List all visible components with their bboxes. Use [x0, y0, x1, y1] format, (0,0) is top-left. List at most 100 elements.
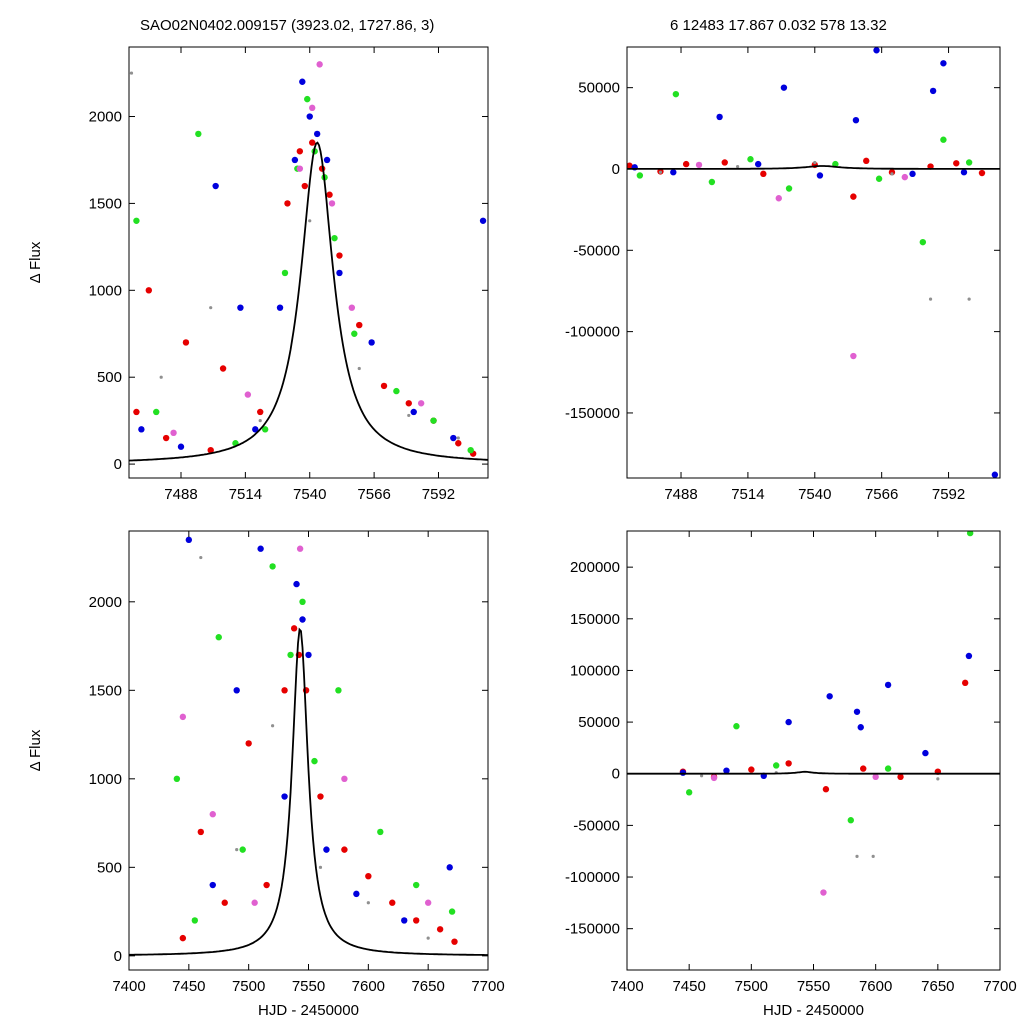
data-point-green — [875, 175, 883, 182]
y-tick-label: 500 — [97, 369, 122, 386]
data-point-green — [747, 156, 754, 163]
data-point-red — [309, 139, 316, 146]
data-point-green — [173, 775, 181, 783]
data-point-blue — [305, 651, 312, 659]
plot-frame — [128, 46, 489, 479]
data-point-red — [245, 740, 252, 747]
model-curve — [129, 627, 488, 956]
data-point-violet — [424, 899, 432, 906]
data-point-red — [207, 446, 214, 454]
y-tick-label: 200000 — [570, 559, 620, 576]
data-point-blue — [410, 408, 417, 416]
data-point-red — [326, 191, 333, 198]
data-point-blue — [212, 182, 219, 190]
data-point-gray — [407, 413, 411, 418]
data-point-violet — [901, 173, 909, 181]
data-point-red — [627, 162, 633, 169]
data-point-green — [733, 723, 740, 730]
data-point-blue — [785, 718, 792, 726]
data-point-green — [448, 908, 456, 915]
data-point-blue — [716, 113, 723, 121]
data-point-blue — [826, 693, 833, 700]
data-point-blue — [293, 580, 300, 588]
data-point-blue — [991, 471, 999, 478]
data-points — [173, 536, 458, 945]
data-point-green — [377, 828, 384, 836]
y-tick-label: -50000 — [573, 817, 620, 834]
data-point-blue — [353, 890, 360, 898]
data-point-green — [832, 160, 839, 168]
data-point-blue — [276, 304, 284, 311]
y-tick-label: -100000 — [565, 869, 620, 886]
data-point-red — [380, 382, 388, 390]
x-tick-label: 7400 — [112, 978, 145, 995]
data-point-green — [239, 846, 246, 853]
data-point-green — [191, 917, 199, 924]
x-tick-label: 7450 — [672, 978, 705, 995]
data-point-violet — [309, 104, 316, 112]
x-axis-label: HJD - 2450000 — [763, 1002, 864, 1019]
data-point-red — [281, 687, 288, 694]
data-point-gray — [271, 724, 275, 728]
data-point-blue — [313, 130, 321, 138]
data-point-violet — [179, 713, 187, 721]
data-point-red — [953, 160, 960, 167]
data-point-gray — [318, 865, 323, 869]
data-point-blue — [281, 793, 288, 800]
data-point-red — [850, 193, 857, 200]
y-tick-label: 0 — [114, 948, 122, 965]
data-point-red — [162, 434, 170, 442]
data-point-red — [145, 287, 153, 294]
x-tick-label: 7600 — [352, 978, 385, 995]
data-point-gray — [967, 297, 971, 301]
y-tick-label: 2000 — [89, 109, 122, 126]
x-tick-label: 7550 — [292, 978, 325, 995]
data-point-green — [966, 531, 974, 537]
data-point-green — [133, 217, 140, 224]
data-point-green — [304, 95, 311, 103]
data-point-blue — [237, 304, 244, 311]
data-point-blue — [323, 156, 331, 164]
data-point-violet — [710, 774, 718, 782]
data-point-red — [133, 408, 140, 416]
data-point-gray — [129, 71, 134, 75]
y-tick-label: -150000 — [565, 921, 620, 938]
data-point-violet — [341, 775, 348, 783]
data-point-red — [389, 899, 396, 906]
data-point-green — [195, 130, 202, 138]
data-point-red — [263, 881, 270, 889]
data-point-violet — [251, 899, 258, 906]
y-tick-label: 1000 — [89, 282, 122, 299]
data-point-red — [336, 252, 343, 259]
y-tick-label: 500 — [97, 859, 122, 876]
data-point-blue — [670, 169, 677, 176]
data-point-red — [317, 793, 324, 800]
y-tick-label: 0 — [612, 766, 620, 783]
panel-top-right: 7488 7514 7540 7566 7592 50000 0 -50000 -100000 -… — [565, 46, 1001, 503]
data-point-gray — [700, 774, 704, 778]
data-point-green — [773, 762, 780, 769]
plot-frame — [626, 46, 1001, 479]
x-tick-label: 7566 — [865, 486, 898, 503]
data-point-blue — [780, 84, 788, 91]
y-tick-label: 1500 — [89, 682, 122, 699]
data-point-green — [331, 234, 338, 242]
fit-stats-header: 6 12483 17.867 0.032 578 13.32 — [670, 17, 887, 34]
data-point-gray — [308, 219, 312, 223]
data-point-blue — [852, 116, 860, 124]
data-point-blue — [723, 767, 730, 774]
data-point-blue — [291, 156, 299, 164]
data-point-blue — [336, 269, 343, 277]
data-point-blue — [853, 708, 861, 715]
data-point-red — [978, 169, 986, 177]
x-tick-label: 7700 — [471, 978, 504, 995]
data-point-gray — [199, 555, 203, 560]
data-point-gray — [159, 375, 163, 379]
data-point-green — [965, 159, 973, 166]
data-point-red — [301, 182, 308, 190]
model-curve — [627, 770, 1000, 775]
data-point-green — [287, 651, 294, 659]
data-point-green — [351, 330, 358, 337]
y-tick-label: 2000 — [89, 594, 122, 611]
data-point-green — [430, 417, 437, 424]
